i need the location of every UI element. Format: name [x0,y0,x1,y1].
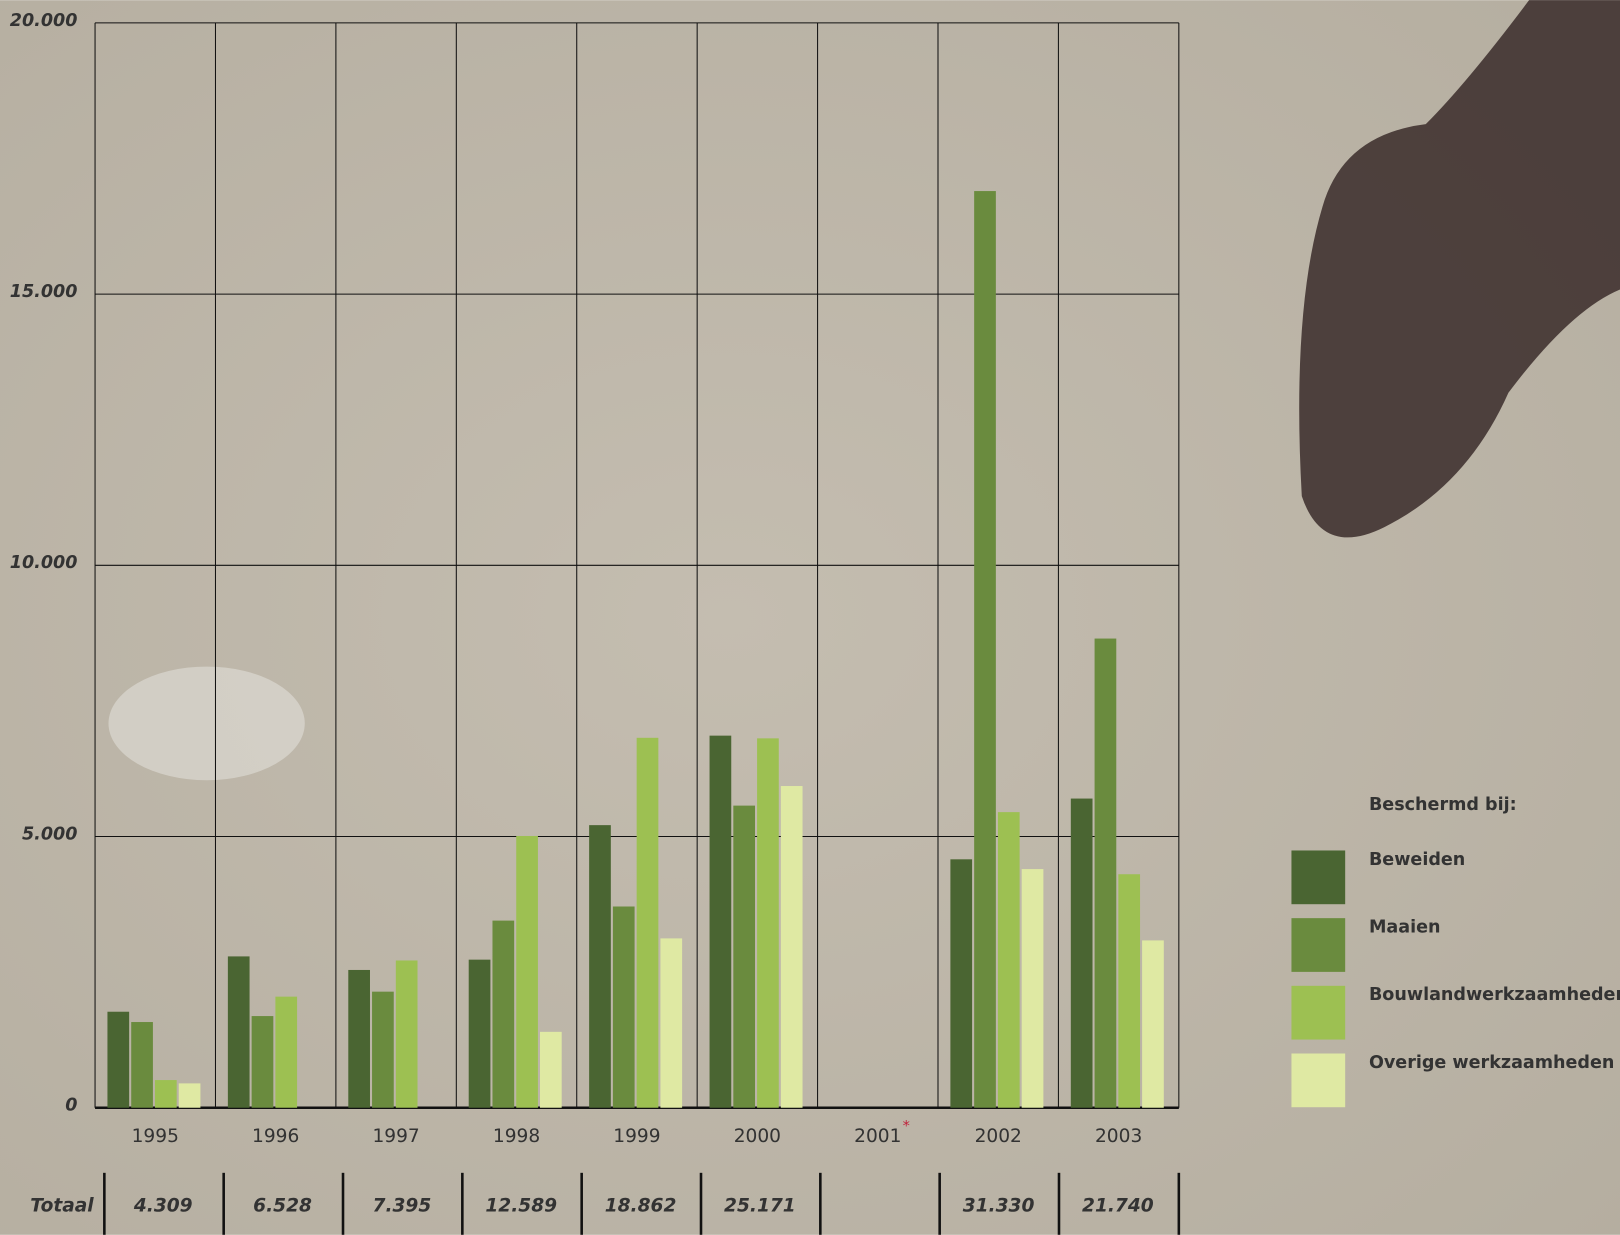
bar [733,805,756,1108]
photo-cow [1299,0,1620,538]
x-tick-label: 2001 [854,1126,901,1147]
bar [974,191,996,1108]
x-tick-label: 1999 [613,1126,660,1147]
bar [395,960,418,1108]
total-value: 25.171 [724,1195,796,1216]
bar [636,737,659,1108]
bar [154,1080,177,1108]
legend-title: Beschermd bij: [1369,795,1517,815]
bar [468,959,491,1108]
photo-gull [108,666,305,781]
legend-swatch [1291,1053,1346,1108]
bar [178,1083,201,1108]
bar [372,991,394,1108]
total-value: 6.528 [253,1195,312,1216]
total-value: 12.589 [485,1195,557,1216]
y-tick-label: 20.000 [10,11,78,31]
legend-swatch [1291,918,1346,972]
x-tick-label: 1997 [372,1126,419,1147]
bar [275,996,298,1108]
bar [1118,874,1141,1108]
bar [1021,869,1044,1108]
total-value: 18.862 [605,1195,677,1216]
x-tick-label: 2000 [734,1126,781,1147]
bar [516,835,538,1108]
bar [589,825,611,1108]
bar [612,906,635,1108]
legend-label: Beweiden [1369,850,1465,870]
y-tick-label: 15.000 [10,282,78,302]
total-value: 4.309 [133,1195,193,1216]
category-note: * [903,1118,910,1134]
legend-label: Maaien [1369,917,1441,937]
x-tick-label: 2003 [1095,1126,1142,1147]
bar [1070,798,1093,1108]
bar [950,859,973,1108]
total-value: 21.740 [1082,1195,1154,1216]
bar [757,738,779,1108]
bar [660,938,683,1108]
bar [107,1011,130,1108]
bar [251,1016,274,1108]
bar [492,920,515,1108]
legend-label: Bouwlandwerkzaamheden [1369,985,1620,1005]
y-tick-label: 10.000 [10,553,78,573]
bar [131,1022,153,1108]
x-tick-label: 2002 [975,1126,1022,1147]
y-tick-label: 0 [65,1096,77,1116]
bar [540,1031,562,1108]
bar [709,735,732,1108]
bar [227,956,250,1108]
legend-swatch [1291,985,1346,1040]
x-tick-label: 1995 [132,1126,179,1147]
legend-swatch [1291,850,1346,905]
bar [348,969,370,1108]
bar [997,812,1020,1108]
total-value: 31.330 [963,1195,1035,1216]
bar [1094,638,1117,1108]
y-tick-label: 5.000 [22,824,78,844]
x-tick-label: 1996 [252,1126,299,1147]
totals-label: Totaal [30,1195,94,1216]
x-tick-label: 1998 [493,1126,540,1147]
legend-label: Overige werkzaamheden [1369,1053,1614,1073]
total-value: 7.395 [373,1195,432,1216]
bar [1142,940,1164,1108]
bar [780,786,803,1108]
